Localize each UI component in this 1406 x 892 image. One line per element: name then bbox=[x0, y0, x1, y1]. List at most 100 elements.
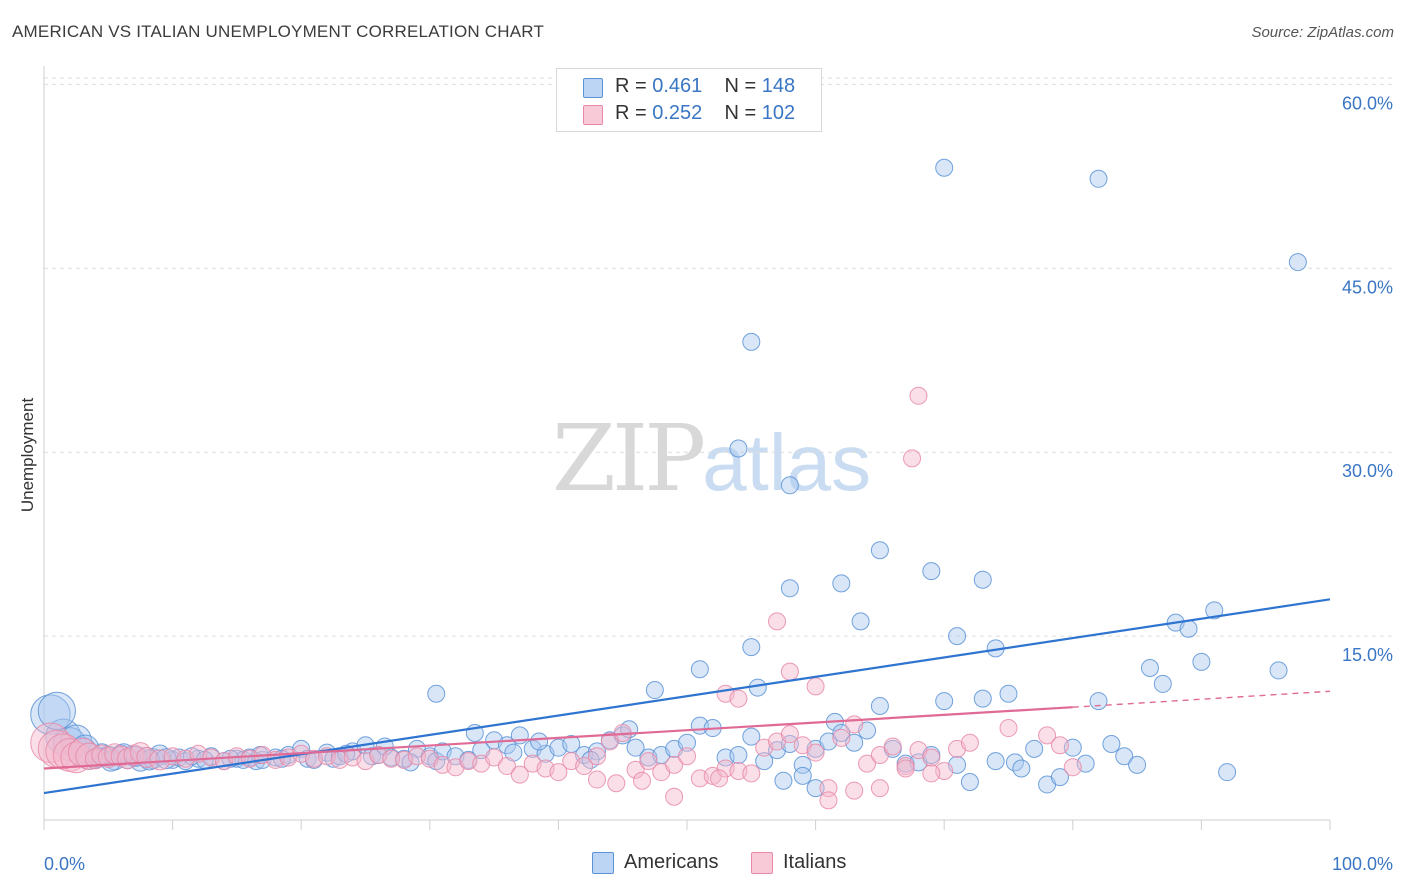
italians-point bbox=[819, 779, 838, 798]
italians-trend-line bbox=[43, 706, 1073, 770]
italians-point bbox=[780, 725, 799, 744]
italians-point bbox=[382, 749, 401, 768]
italians-point bbox=[587, 770, 606, 789]
italians-trend-extension bbox=[1072, 690, 1331, 708]
italians-point bbox=[922, 764, 941, 783]
americans-point bbox=[1128, 755, 1147, 774]
americans-label: Americans bbox=[624, 851, 719, 873]
americans-point bbox=[1269, 661, 1288, 680]
americans-point bbox=[935, 692, 954, 711]
italians-point bbox=[768, 612, 787, 631]
americans-point bbox=[1205, 601, 1224, 620]
americans-point bbox=[832, 574, 851, 593]
axes bbox=[43, 66, 1331, 830]
americans-point bbox=[1153, 674, 1172, 693]
americans-point bbox=[922, 562, 941, 581]
italians-point bbox=[1050, 736, 1069, 755]
americans-point bbox=[973, 689, 992, 708]
italians-point bbox=[510, 765, 529, 784]
americans-point bbox=[37, 691, 76, 730]
americans-point bbox=[1115, 747, 1134, 766]
americans-point bbox=[1140, 658, 1159, 677]
americans-point bbox=[1050, 768, 1069, 787]
italians-point bbox=[30, 722, 71, 763]
americans-point bbox=[780, 579, 799, 598]
americans-point bbox=[530, 732, 549, 751]
americans-point bbox=[30, 694, 71, 735]
legend-r-value: 0.252 bbox=[652, 102, 703, 124]
americans-point bbox=[1089, 169, 1108, 188]
americans-point bbox=[748, 678, 767, 697]
americans-point bbox=[1025, 739, 1044, 758]
x-tick-label: 100.0% bbox=[1332, 854, 1393, 874]
americans-point bbox=[645, 681, 664, 700]
americans-point bbox=[832, 723, 851, 742]
italians-point bbox=[742, 764, 761, 783]
source-label: Source: ZipAtlas.com bbox=[1251, 24, 1394, 41]
americans-point bbox=[774, 771, 793, 790]
italians-point bbox=[626, 760, 645, 779]
y-tick-label: 60.0% bbox=[1342, 93, 1393, 113]
americans-trend-line bbox=[43, 598, 1331, 795]
italians-point bbox=[845, 715, 864, 734]
italians-swatch bbox=[583, 105, 603, 125]
italians-point bbox=[909, 386, 928, 405]
americans-point bbox=[986, 752, 1005, 771]
americans-point bbox=[1012, 759, 1031, 778]
italians-point bbox=[497, 757, 516, 776]
italians-point bbox=[665, 787, 684, 806]
stats-legend: R = 0.461 N = 148 R = 0.252 N = 102 bbox=[556, 68, 822, 132]
americans-point bbox=[870, 541, 889, 560]
gridlines bbox=[44, 77, 1395, 637]
americans-point bbox=[793, 766, 812, 785]
legend-n-value: 102 bbox=[761, 102, 796, 124]
americans-point bbox=[851, 612, 870, 631]
italians-point bbox=[806, 677, 825, 696]
legend-n-label: N = bbox=[724, 102, 757, 124]
americans-point bbox=[1102, 734, 1121, 753]
americans-point bbox=[742, 727, 761, 746]
italians-point bbox=[780, 662, 799, 681]
tick-labels: 15.0% 30.0% 45.0% 60.0% 0.0% 100.0% bbox=[44, 93, 1393, 874]
italians-point bbox=[870, 779, 889, 798]
legend-r-label: R = bbox=[615, 102, 647, 124]
italians-point bbox=[1063, 758, 1082, 777]
americans-point bbox=[999, 684, 1018, 703]
americans-point bbox=[626, 738, 645, 757]
italians-point bbox=[1038, 726, 1057, 745]
legend-r-value: 0.461 bbox=[652, 75, 703, 97]
americans-point bbox=[948, 627, 967, 646]
italians-point bbox=[922, 748, 941, 767]
y-tick-label: 30.0% bbox=[1342, 461, 1393, 481]
italians-point bbox=[665, 755, 684, 774]
italians-point bbox=[819, 791, 838, 810]
americans-point bbox=[678, 733, 696, 752]
americans-point bbox=[427, 684, 446, 703]
americans-point bbox=[935, 158, 954, 177]
americans-swatch bbox=[583, 78, 603, 98]
italians-point bbox=[845, 781, 864, 800]
italians-point bbox=[999, 719, 1018, 738]
italians-point bbox=[806, 743, 825, 762]
y-tick-label: 45.0% bbox=[1342, 277, 1393, 297]
italians-point bbox=[903, 449, 922, 468]
italians-point bbox=[883, 737, 902, 756]
americans-point bbox=[155, 748, 177, 770]
americans-point bbox=[780, 476, 799, 495]
americans-point bbox=[793, 755, 812, 774]
x-tick-label: 0.0% bbox=[44, 854, 85, 874]
americans-point bbox=[1192, 652, 1211, 671]
italians-swatch bbox=[751, 852, 773, 874]
y-axis-label: Unemployment bbox=[18, 397, 37, 513]
italians-point bbox=[832, 728, 851, 747]
italians-point bbox=[575, 757, 594, 776]
italians-point bbox=[678, 747, 696, 766]
americans-point bbox=[742, 332, 761, 351]
americans-point bbox=[1089, 692, 1108, 711]
italians-point bbox=[485, 748, 504, 767]
italians-point bbox=[960, 733, 979, 752]
italians-point bbox=[600, 732, 619, 751]
italians-point bbox=[896, 759, 915, 778]
americans-point bbox=[690, 660, 709, 679]
